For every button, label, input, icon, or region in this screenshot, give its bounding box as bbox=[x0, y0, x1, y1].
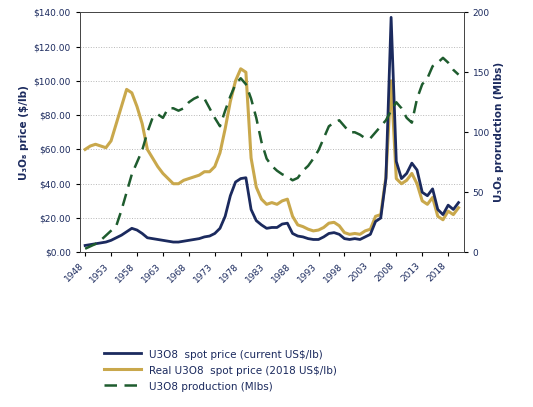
Y-axis label: U₃O₈ price ($/lb): U₃O₈ price ($/lb) bbox=[19, 85, 29, 180]
Y-axis label: U₃O₈ prorudction (Mlbs): U₃O₈ prorudction (Mlbs) bbox=[494, 62, 504, 202]
Legend: U3O8  spot price (current US$/lb), Real U3O8  spot price (2018 US$/lb), U3O8 pro: U3O8 spot price (current US$/lb), Real U… bbox=[104, 349, 337, 392]
